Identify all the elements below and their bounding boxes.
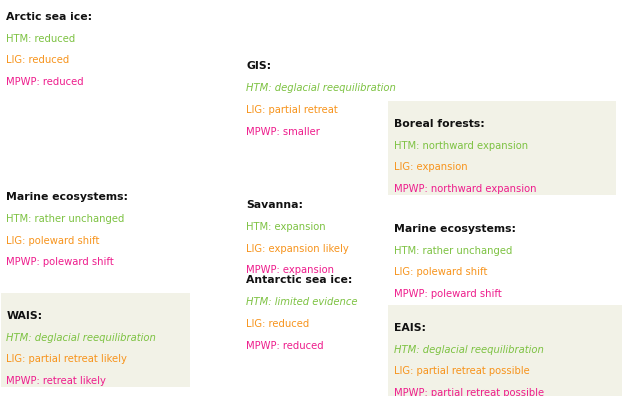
Text: MPWP: poleward shift: MPWP: poleward shift [394, 289, 501, 299]
Text: LIG: partial retreat: LIG: partial retreat [246, 105, 338, 115]
Text: HTM: rather unchanged: HTM: rather unchanged [394, 246, 512, 255]
Text: HTM: deglacial reequilibration: HTM: deglacial reequilibration [6, 333, 156, 343]
Text: HTM: rather unchanged: HTM: rather unchanged [6, 214, 125, 224]
Text: Marine ecosystems:: Marine ecosystems: [394, 224, 516, 234]
Text: MPWP: smaller: MPWP: smaller [246, 127, 320, 137]
Text: Marine ecosystems:: Marine ecosystems: [6, 192, 129, 202]
Text: HTM: deglacial reequilibration: HTM: deglacial reequilibration [394, 345, 543, 354]
Text: GIS:: GIS: [246, 61, 271, 71]
FancyBboxPatch shape [388, 101, 616, 195]
Text: MPWP: partial retreat possible: MPWP: partial retreat possible [394, 388, 544, 396]
Text: LIG: partial retreat likely: LIG: partial retreat likely [6, 354, 127, 364]
Text: HTM: limited evidence: HTM: limited evidence [246, 297, 358, 307]
FancyBboxPatch shape [388, 305, 622, 396]
Text: WAIS:: WAIS: [6, 311, 42, 321]
Text: HTM: reduced: HTM: reduced [6, 34, 76, 44]
Text: Antarctic sea ice:: Antarctic sea ice: [246, 275, 353, 285]
Text: MPWP: reduced: MPWP: reduced [6, 77, 84, 87]
Text: Arctic sea ice:: Arctic sea ice: [6, 12, 93, 22]
FancyBboxPatch shape [1, 293, 190, 387]
Text: Boreal forests:: Boreal forests: [394, 119, 484, 129]
Text: EAIS:: EAIS: [394, 323, 426, 333]
Text: LIG: expansion: LIG: expansion [394, 162, 467, 172]
Text: MPWP: expansion: MPWP: expansion [246, 265, 334, 275]
Text: HTM: deglacial reequilibration: HTM: deglacial reequilibration [246, 83, 396, 93]
Text: MPWP: northward expansion: MPWP: northward expansion [394, 184, 536, 194]
Text: LIG: partial retreat possible: LIG: partial retreat possible [394, 366, 529, 376]
Text: MPWP: retreat likely: MPWP: retreat likely [6, 376, 106, 386]
Text: LIG: reduced: LIG: reduced [246, 319, 310, 329]
Text: MPWP: poleward shift: MPWP: poleward shift [6, 257, 114, 267]
Text: LIG: poleward shift: LIG: poleward shift [6, 236, 100, 246]
Text: HTM: northward expansion: HTM: northward expansion [394, 141, 528, 150]
Text: Savanna:: Savanna: [246, 200, 303, 210]
Text: HTM: expansion: HTM: expansion [246, 222, 326, 232]
Text: LIG: expansion likely: LIG: expansion likely [246, 244, 349, 253]
Text: MPWP: reduced: MPWP: reduced [246, 341, 324, 350]
Text: LIG: reduced: LIG: reduced [6, 55, 70, 65]
Text: LIG: poleward shift: LIG: poleward shift [394, 267, 487, 277]
